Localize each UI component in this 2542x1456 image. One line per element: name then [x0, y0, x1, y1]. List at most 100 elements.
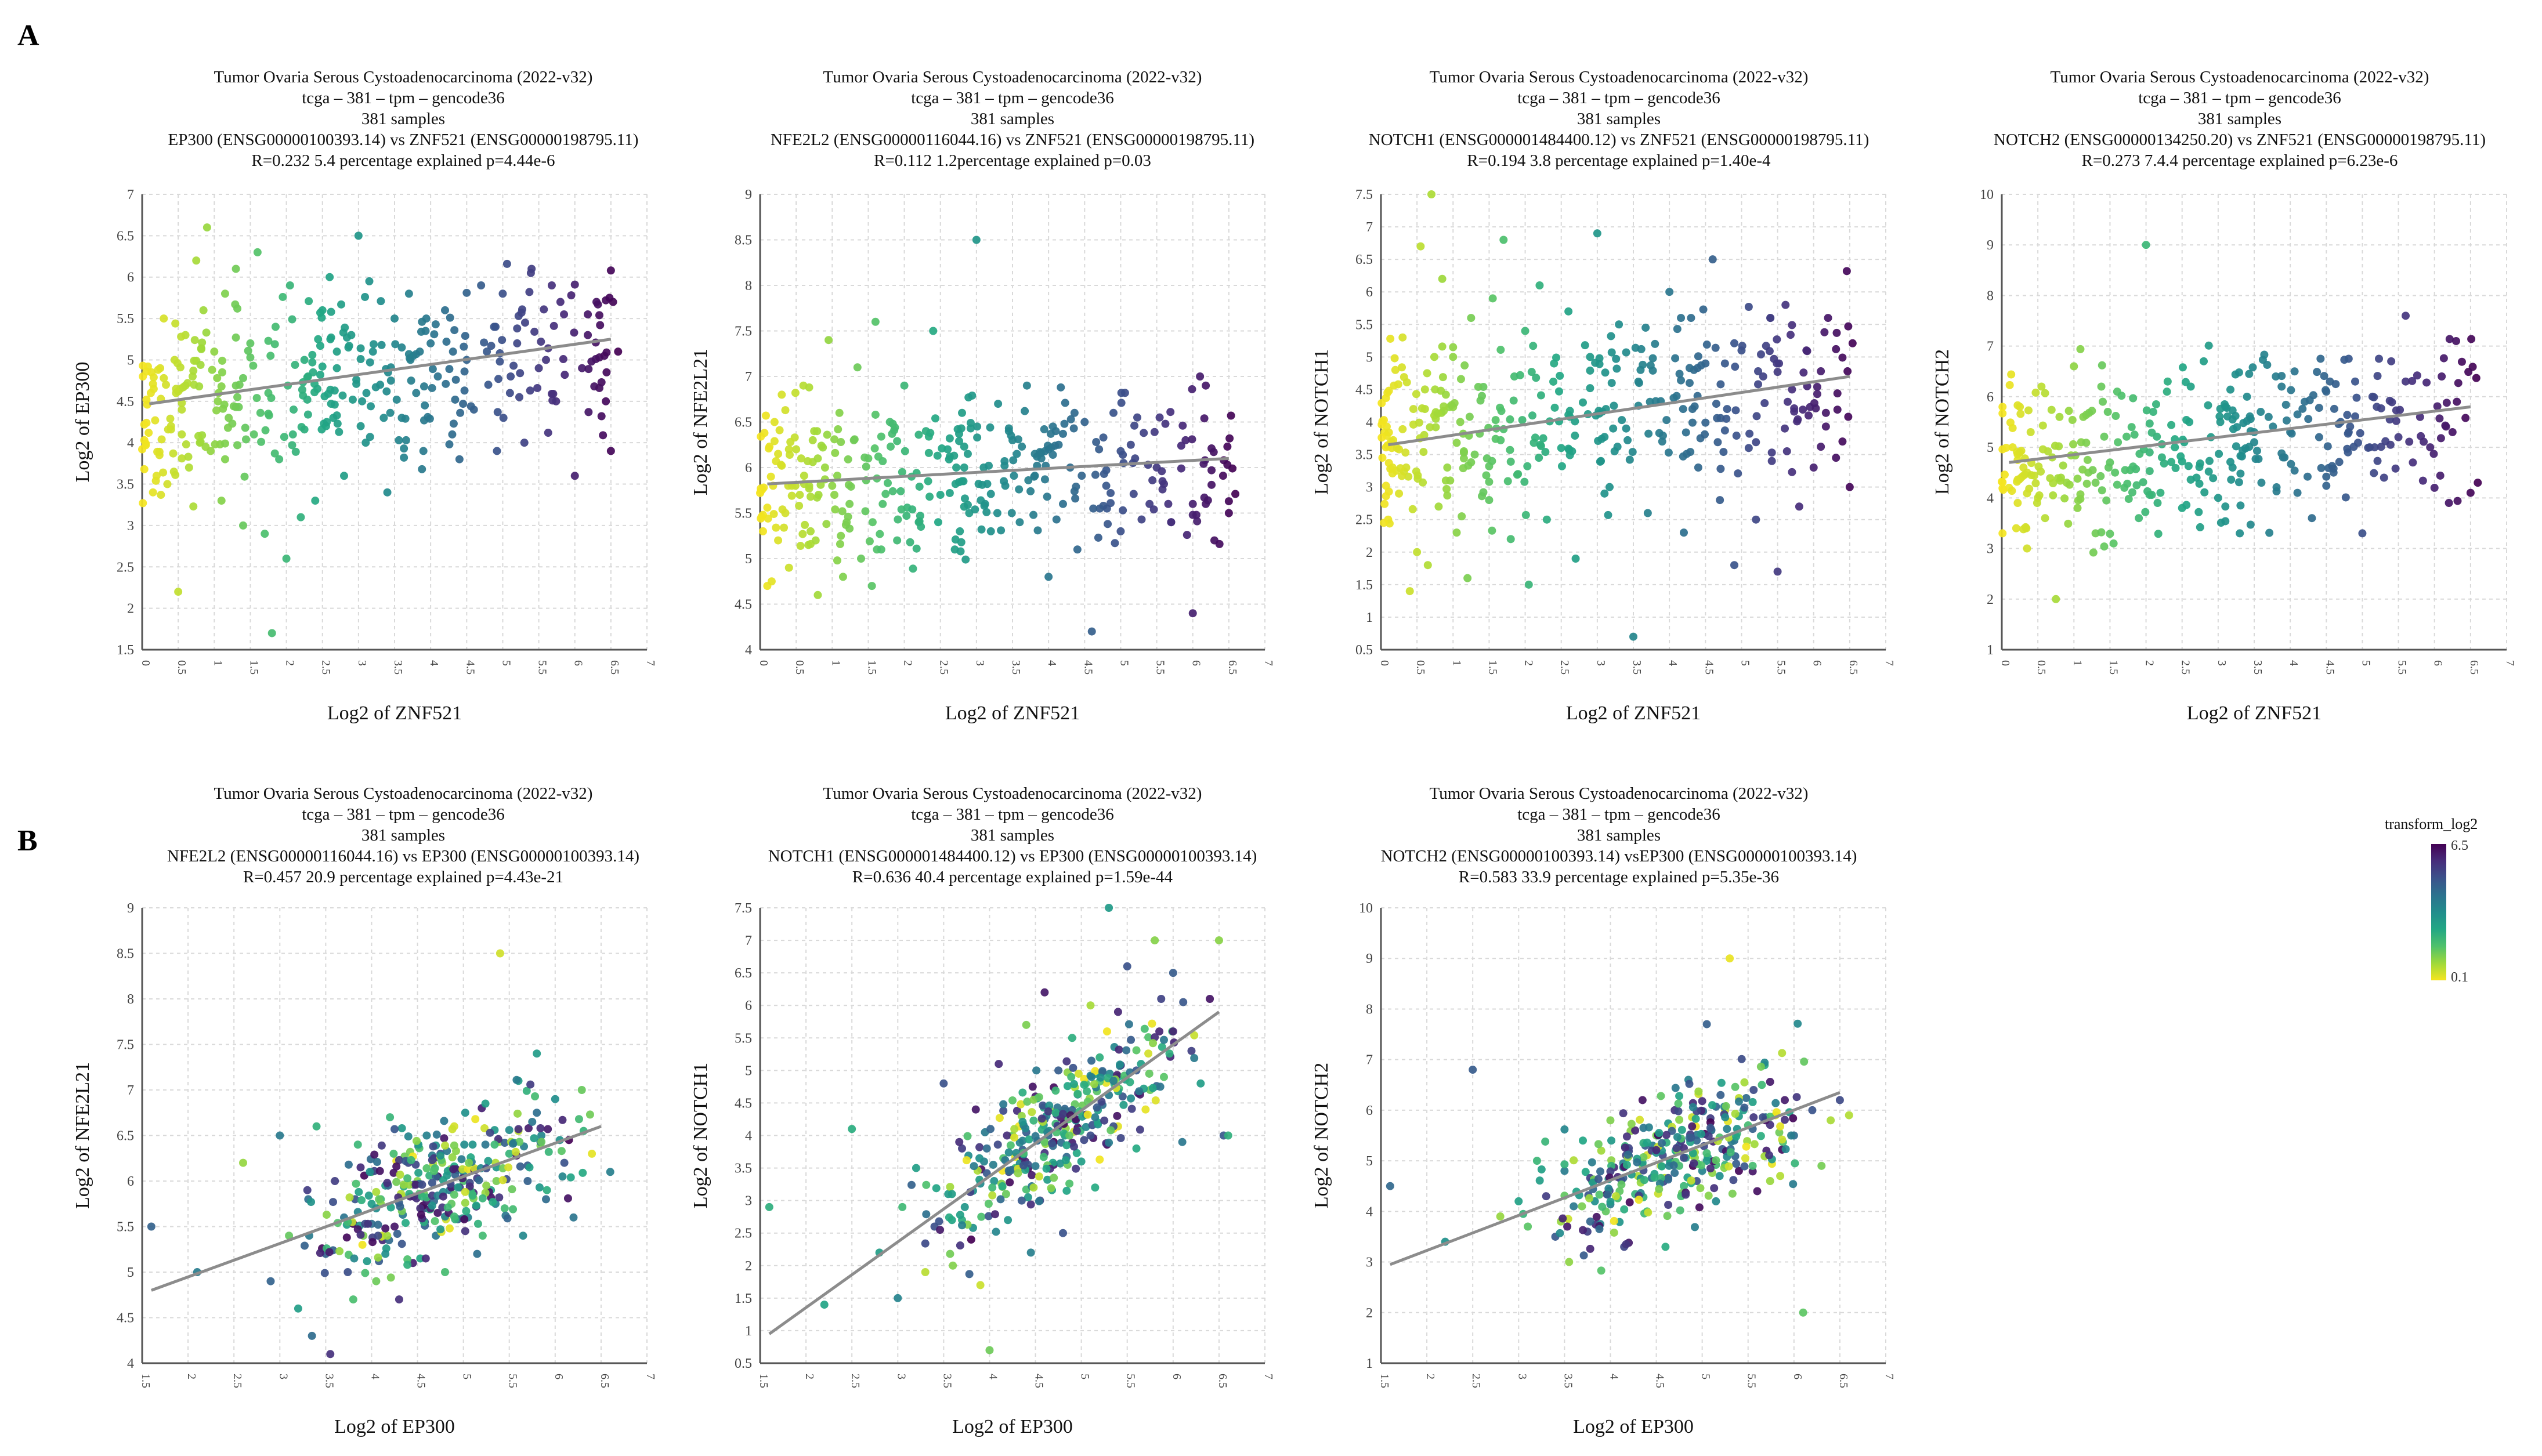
x-tick-label: 6	[1791, 1374, 1804, 1379]
data-point	[549, 321, 558, 330]
data-point	[139, 499, 147, 508]
data-point	[1778, 1049, 1787, 1057]
data-point	[1998, 478, 2007, 487]
data-point	[1144, 1049, 1153, 1058]
data-point	[1604, 510, 1612, 519]
data-point	[2111, 468, 2120, 477]
data-point	[400, 444, 408, 453]
data-point	[1596, 457, 1604, 466]
data-point	[2453, 497, 2462, 505]
data-point	[279, 292, 287, 301]
data-point	[223, 423, 232, 432]
data-point	[857, 555, 865, 563]
data-point	[1091, 1067, 1100, 1075]
data-point	[1095, 1155, 1104, 1164]
data-point	[578, 1168, 587, 1177]
data-point	[1781, 1115, 1789, 1124]
data-point	[2111, 412, 2120, 421]
data-point	[2135, 514, 2143, 523]
data-point	[462, 288, 471, 297]
data-point	[1579, 1251, 1588, 1260]
data-point	[2303, 472, 2312, 481]
data-point	[159, 468, 168, 477]
data-point	[2221, 400, 2229, 408]
data-point	[1127, 1035, 1136, 1044]
x-tick-label: 6	[1811, 660, 1824, 666]
data-point	[1586, 353, 1594, 361]
data-point	[1122, 1046, 1131, 1055]
data-point	[2293, 410, 2302, 419]
x-tick-label: 4.5	[1654, 1374, 1666, 1388]
data-point	[1032, 1066, 1041, 1075]
data-point	[1115, 1045, 1123, 1054]
data-point	[450, 326, 459, 335]
data-point	[1622, 1161, 1631, 1169]
x-tick-label: 3	[356, 660, 368, 666]
data-point	[1026, 1200, 1035, 1209]
data-point	[442, 338, 451, 346]
y-tick-label: 8.5	[735, 233, 752, 248]
y-tick-label: 1.5	[1355, 578, 1373, 593]
data-point	[361, 439, 370, 447]
data-point	[838, 507, 847, 516]
data-point	[1382, 394, 1390, 403]
data-point	[1485, 477, 1494, 486]
x-tick-label: 6	[1190, 660, 1203, 666]
data-point	[2380, 473, 2388, 482]
data-point	[1557, 444, 1565, 452]
data-point	[2441, 421, 2450, 430]
data-point	[1467, 458, 1476, 467]
data-point	[1048, 422, 1057, 431]
data-point	[1766, 314, 1775, 323]
data-point	[1009, 456, 1018, 465]
data-point	[822, 520, 831, 528]
data-point	[326, 273, 334, 281]
chart-title-line: Tumor Ovaria Serous Cystoadenocarcinoma …	[214, 784, 593, 803]
data-point	[960, 442, 968, 451]
data-point	[1158, 467, 1166, 476]
data-point	[877, 432, 885, 441]
data-point	[1395, 445, 1404, 454]
regression-line	[768, 1010, 1220, 1335]
data-point	[2008, 487, 2016, 495]
data-point	[2343, 444, 2352, 453]
data-point	[796, 542, 805, 550]
data-point	[2049, 491, 2058, 499]
x-tick-label: 4.5	[415, 1374, 428, 1388]
chart-title-block: Tumor Ovaria Serous Cystoadenocarcinoma …	[78, 67, 728, 171]
data-point	[1192, 510, 1201, 519]
data-point	[2135, 450, 2144, 458]
data-point	[233, 393, 242, 401]
data-point	[2143, 487, 2152, 495]
data-point	[1196, 1079, 1205, 1088]
data-point	[962, 1156, 971, 1165]
chart-title-line: Tumor Ovaria Serous Cystoadenocarcinoma …	[1429, 68, 1809, 86]
data-point	[2264, 412, 2273, 421]
data-point	[1062, 1057, 1071, 1066]
y-tick-label: 9	[1987, 238, 1994, 253]
data-point	[2205, 457, 2214, 465]
y-axis-label: Log2 of NOTCH2	[1932, 349, 1953, 495]
data-point	[2097, 382, 2106, 391]
chart-title-line: R=0.457 20.9 percentage explained p=4.43…	[243, 868, 564, 886]
data-point	[323, 418, 331, 426]
data-point	[1104, 520, 1112, 528]
data-point	[1658, 1162, 1666, 1171]
data-point	[333, 419, 342, 428]
data-point	[778, 390, 786, 399]
data-point	[767, 577, 776, 586]
data-point	[320, 1269, 329, 1277]
data-point	[2323, 442, 2332, 451]
data-point	[1754, 380, 1763, 389]
x-tick-label: 5.5	[507, 1374, 519, 1388]
data-point	[2006, 418, 2015, 427]
data-point	[426, 339, 435, 347]
data-point	[1731, 1082, 1740, 1091]
chart-title-block: Tumor Ovaria Serous Cystoadenocarcinoma …	[688, 67, 1337, 171]
data-point	[1413, 548, 1422, 556]
data-point	[939, 1079, 948, 1088]
x-tick-label: 0.5	[1414, 660, 1427, 675]
data-point	[1095, 1053, 1104, 1062]
x-tick-label: 3	[895, 1374, 907, 1379]
data-point	[2157, 453, 2166, 462]
